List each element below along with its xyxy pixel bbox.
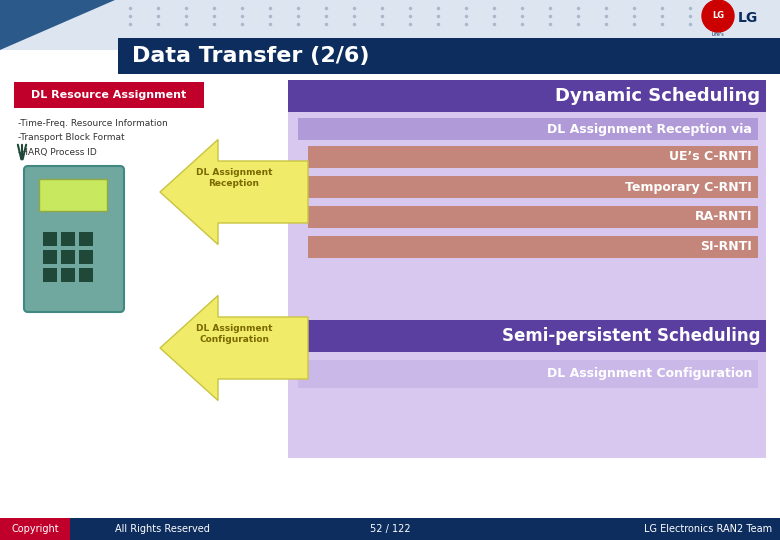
Text: Temporary C-RNTI: Temporary C-RNTI — [626, 180, 752, 193]
FancyBboxPatch shape — [308, 206, 758, 228]
FancyBboxPatch shape — [308, 146, 758, 168]
FancyBboxPatch shape — [288, 80, 766, 458]
Text: Semi-persistent Scheduling: Semi-persistent Scheduling — [502, 327, 760, 345]
Text: RA-RNTI: RA-RNTI — [694, 211, 752, 224]
FancyBboxPatch shape — [43, 250, 57, 264]
FancyBboxPatch shape — [308, 236, 758, 258]
Text: Dynamic Scheduling: Dynamic Scheduling — [555, 87, 760, 105]
FancyBboxPatch shape — [79, 232, 93, 246]
Text: LG: LG — [712, 11, 724, 21]
Text: DL Resource Assignment: DL Resource Assignment — [31, 90, 186, 100]
FancyBboxPatch shape — [0, 518, 780, 540]
FancyBboxPatch shape — [61, 232, 75, 246]
FancyBboxPatch shape — [298, 118, 758, 140]
FancyBboxPatch shape — [288, 320, 766, 352]
Polygon shape — [0, 0, 115, 50]
Text: LG Electronics RAN2 Team: LG Electronics RAN2 Team — [644, 524, 772, 534]
Polygon shape — [160, 295, 308, 401]
FancyBboxPatch shape — [0, 518, 70, 540]
FancyBboxPatch shape — [0, 0, 780, 50]
FancyBboxPatch shape — [308, 176, 758, 198]
FancyBboxPatch shape — [79, 268, 93, 282]
FancyBboxPatch shape — [39, 179, 107, 211]
FancyBboxPatch shape — [79, 250, 93, 264]
FancyBboxPatch shape — [24, 166, 124, 312]
Text: Copyright: Copyright — [11, 524, 58, 534]
FancyBboxPatch shape — [43, 268, 57, 282]
FancyBboxPatch shape — [43, 232, 57, 246]
Text: All Rights Reserved: All Rights Reserved — [115, 524, 210, 534]
Text: Life's
Good: Life's Good — [711, 32, 725, 43]
Text: DL Assignment Reception via: DL Assignment Reception via — [547, 123, 752, 136]
Text: 52 / 122: 52 / 122 — [370, 524, 410, 534]
FancyBboxPatch shape — [288, 80, 766, 112]
FancyBboxPatch shape — [14, 82, 204, 108]
Text: -Transport Block Format: -Transport Block Format — [18, 133, 125, 143]
Text: LG: LG — [738, 11, 758, 25]
FancyBboxPatch shape — [298, 360, 758, 388]
Text: Data Transfer (2/6): Data Transfer (2/6) — [132, 46, 370, 66]
Polygon shape — [160, 139, 308, 245]
Text: UE’s C-RNTI: UE’s C-RNTI — [669, 151, 752, 164]
Text: DL Assignment
Configuration: DL Assignment Configuration — [196, 323, 272, 345]
Text: -Time-Freq. Resource Information: -Time-Freq. Resource Information — [18, 119, 168, 129]
Circle shape — [702, 0, 734, 32]
Text: -HARQ Process ID: -HARQ Process ID — [18, 147, 97, 157]
FancyBboxPatch shape — [61, 268, 75, 282]
Text: DL Assignment
Reception: DL Assignment Reception — [196, 167, 272, 188]
Text: DL Assignment Configuration: DL Assignment Configuration — [547, 368, 752, 381]
FancyBboxPatch shape — [61, 250, 75, 264]
Text: SI-RNTI: SI-RNTI — [700, 240, 752, 253]
FancyBboxPatch shape — [118, 38, 780, 74]
